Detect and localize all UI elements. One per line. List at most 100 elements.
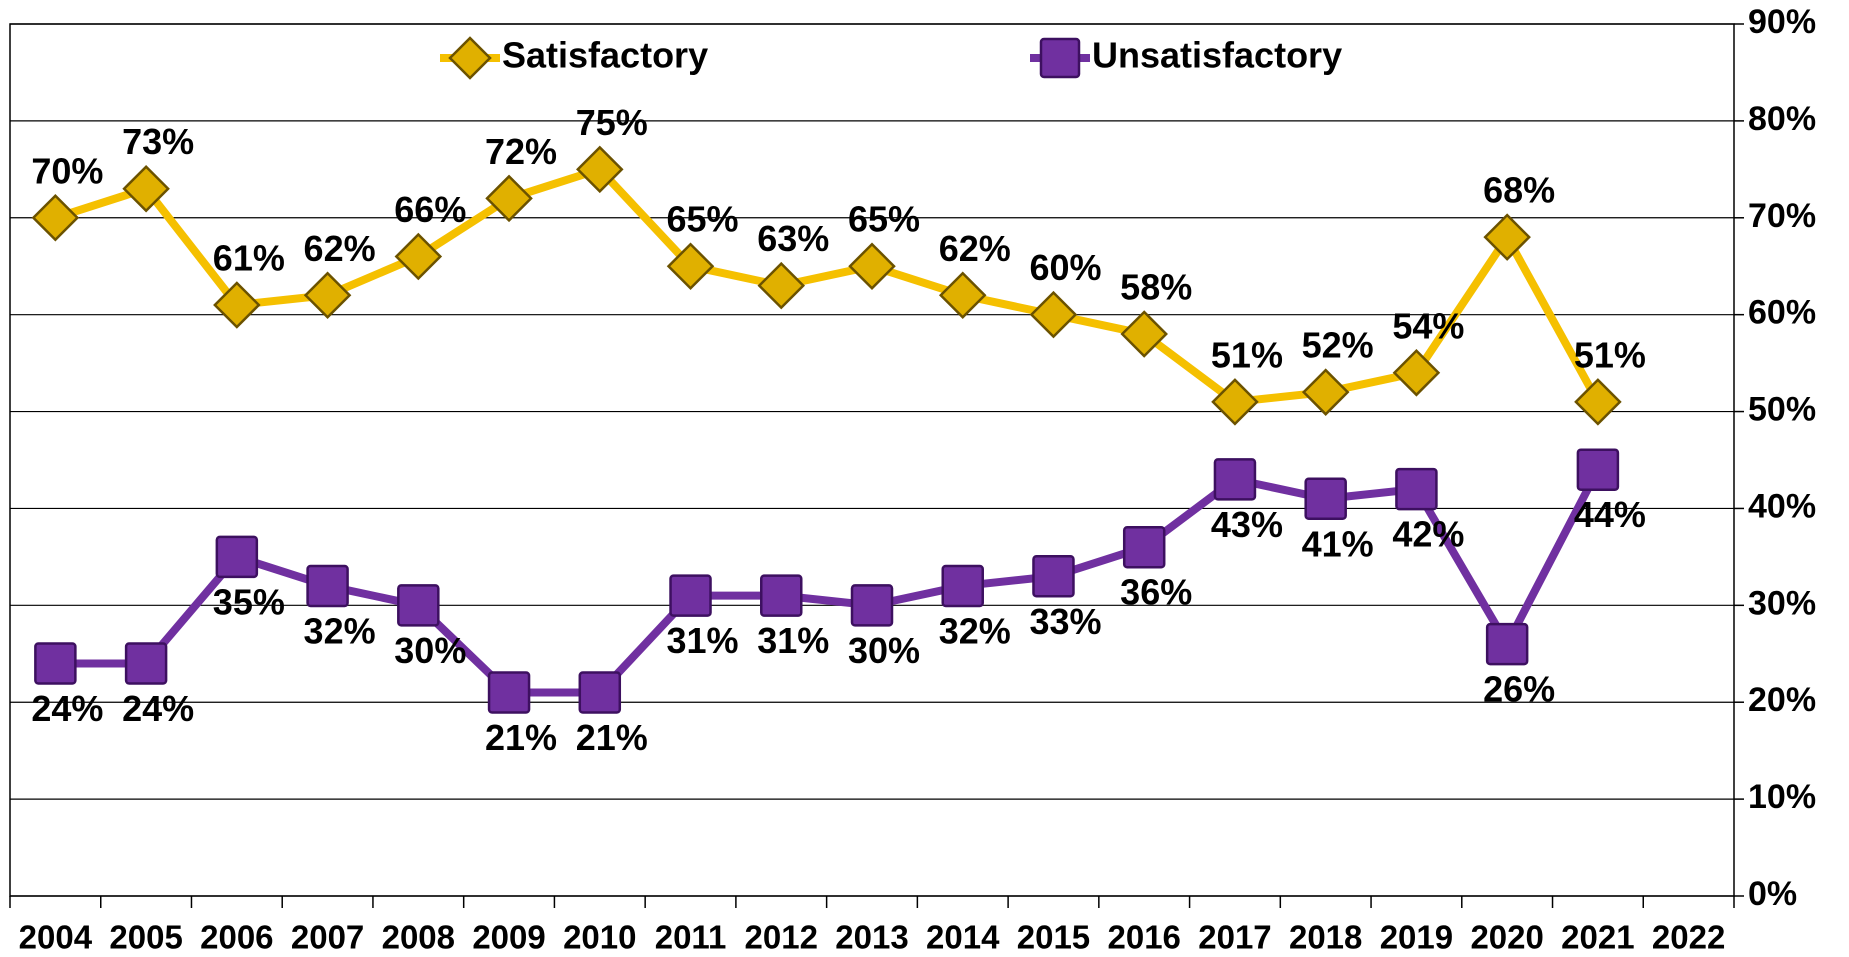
marker [122, 164, 170, 213]
data-label: 66% [394, 189, 466, 230]
marker [394, 232, 443, 281]
marker [1120, 310, 1168, 358]
x-tick-label: 2020 [1470, 919, 1543, 956]
data-label: 30% [848, 630, 920, 671]
y-tick-label: 80% [1748, 100, 1816, 138]
marker [1213, 458, 1257, 501]
x-tick-label: 2009 [472, 919, 545, 956]
x-tick-label: 2014 [926, 919, 1000, 956]
marker [303, 271, 352, 320]
x-tick-label: 2008 [382, 919, 455, 956]
marker [578, 671, 622, 714]
legend-marker [448, 36, 492, 80]
x-tick-label: 2015 [1017, 919, 1090, 956]
y-tick-label: 40% [1748, 487, 1816, 525]
y-tick-label: 60% [1748, 294, 1816, 332]
marker [34, 642, 77, 685]
x-tick-label: 2004 [19, 919, 93, 956]
x-tick-label: 2019 [1380, 919, 1453, 956]
marker [1574, 378, 1622, 426]
marker [1304, 477, 1347, 521]
marker [213, 281, 261, 329]
data-label: 62% [304, 228, 376, 269]
y-tick-label: 10% [1748, 778, 1816, 816]
marker [757, 261, 806, 310]
marker [938, 271, 987, 320]
data-label: 31% [666, 620, 738, 661]
marker [941, 564, 984, 608]
x-tick-label: 2017 [1198, 919, 1271, 956]
marker [306, 564, 349, 608]
marker [1301, 368, 1350, 416]
y-tick-label: 50% [1748, 391, 1816, 429]
data-label: 26% [1483, 669, 1555, 710]
data-label: 60% [1029, 247, 1101, 288]
marker [1392, 349, 1441, 397]
data-label: 36% [1120, 572, 1192, 613]
marker [124, 642, 168, 685]
marker [1032, 555, 1075, 598]
legend-label: Satisfactory [502, 35, 708, 76]
marker [666, 242, 715, 290]
x-tick-label: 2007 [291, 919, 364, 956]
data-label: 30% [394, 630, 466, 671]
data-label: 51% [1211, 334, 1283, 375]
marker [850, 584, 894, 627]
y-tick-label: 70% [1748, 197, 1816, 235]
data-label: 31% [757, 620, 829, 661]
data-label: 58% [1120, 267, 1192, 308]
x-tick-label: 2022 [1652, 919, 1725, 956]
marker [1395, 467, 1438, 511]
x-tick-label: 2021 [1561, 919, 1634, 956]
data-label: 54% [1392, 305, 1464, 346]
x-tick-label: 2011 [655, 919, 727, 956]
marker [487, 671, 531, 714]
data-label: 65% [666, 199, 738, 240]
data-label: 51% [1574, 334, 1646, 375]
marker [1029, 290, 1078, 339]
data-label: 73% [122, 121, 194, 162]
data-label: 21% [485, 717, 557, 758]
data-label: 24% [31, 688, 103, 729]
data-label: 21% [576, 717, 648, 758]
marker [760, 574, 803, 617]
data-label: 70% [31, 150, 103, 191]
y-tick-label: 90% [1748, 3, 1816, 41]
x-tick-label: 2016 [1107, 919, 1180, 956]
marker [485, 174, 533, 223]
marker [1485, 622, 1529, 666]
x-tick-label: 2012 [745, 919, 818, 956]
data-label: 32% [939, 610, 1011, 651]
data-label: 62% [939, 228, 1011, 269]
data-label: 68% [1483, 170, 1555, 211]
data-label: 35% [213, 581, 285, 622]
x-tick-label: 2013 [835, 919, 908, 956]
y-tick-label: 20% [1748, 681, 1816, 719]
marker [1122, 525, 1166, 569]
legend-marker [1039, 37, 1081, 79]
data-label: 44% [1574, 494, 1646, 535]
legend-label: Unsatisfactory [1092, 35, 1342, 76]
marker [1211, 378, 1259, 426]
marker [215, 535, 259, 579]
x-tick-label: 2018 [1289, 919, 1362, 956]
marker [397, 584, 440, 627]
marker [669, 574, 712, 617]
data-label: 75% [576, 102, 648, 143]
data-label: 24% [122, 688, 194, 729]
data-label: 41% [1302, 523, 1374, 564]
data-label: 52% [1302, 325, 1374, 366]
data-label: 65% [848, 199, 920, 240]
y-tick-label: 0% [1748, 875, 1797, 913]
marker [576, 145, 624, 194]
marker [1483, 213, 1531, 261]
x-tick-label: 2006 [200, 919, 273, 956]
y-tick-label: 30% [1748, 584, 1816, 622]
x-tick-label: 2005 [109, 919, 182, 956]
marker [1576, 448, 1620, 491]
data-label: 33% [1029, 601, 1101, 642]
data-label: 43% [1211, 504, 1283, 545]
data-label: 72% [485, 131, 557, 172]
series-line [54, 165, 1602, 406]
